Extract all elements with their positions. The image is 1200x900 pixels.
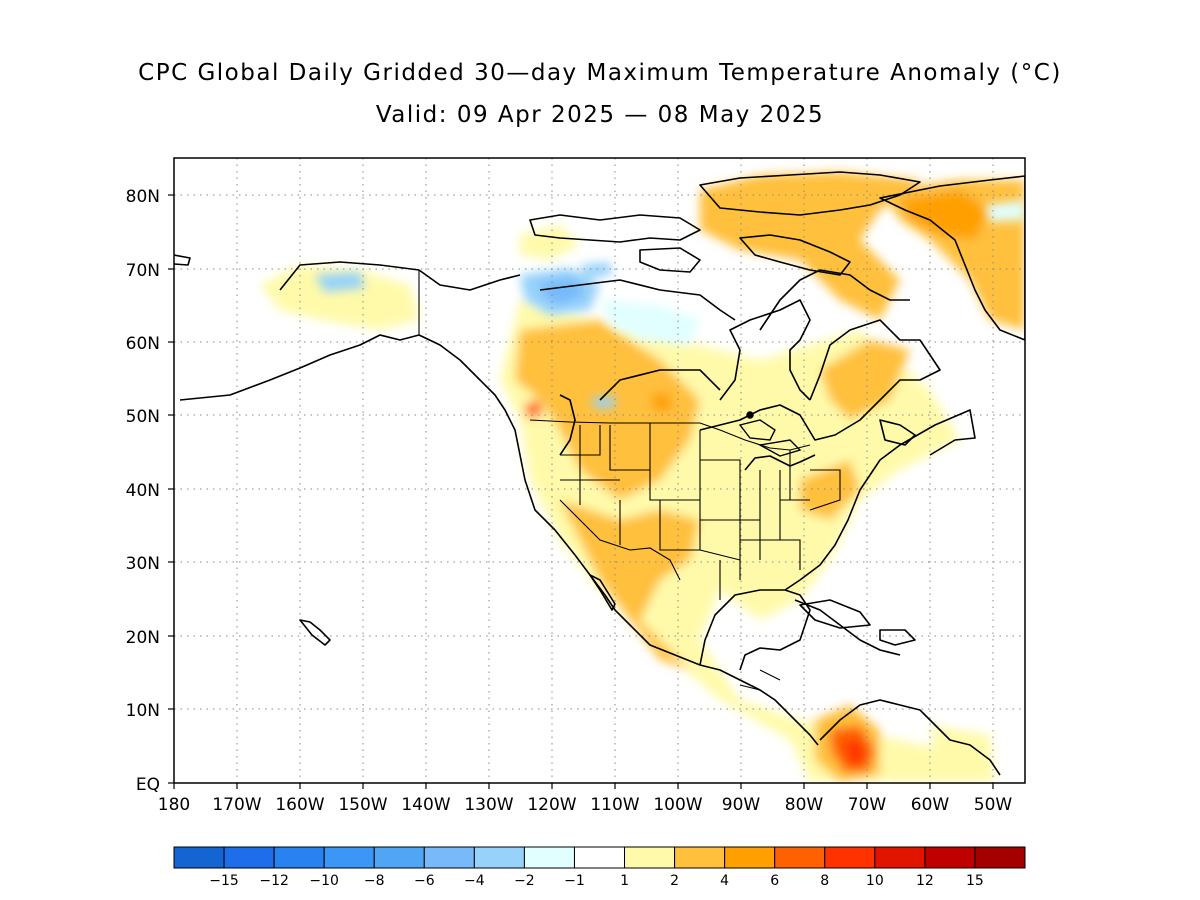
- colorbar-swatch: [273, 846, 325, 869]
- colorbar-label: 2: [670, 873, 679, 889]
- graticule: [174, 158, 1025, 783]
- lon-label: 50W: [974, 795, 1013, 815]
- colorbar-swatch: [373, 846, 425, 869]
- lat-label: 50N: [126, 407, 160, 427]
- colorbar-swatch: [724, 846, 776, 869]
- lon-label: 140W: [401, 795, 450, 815]
- lon-label: 160W: [275, 795, 324, 815]
- colorbar-swatch: [824, 846, 876, 869]
- cool-anomaly-shading: [315, 200, 1025, 408]
- lake-outlines: [738, 411, 802, 457]
- colorbar-swatch: [473, 846, 525, 869]
- colorbar-label: 10: [866, 873, 884, 889]
- map-area: [174, 158, 1025, 783]
- colorbar-swatch: [624, 846, 676, 869]
- lon-label: 120W: [527, 795, 576, 815]
- map-frame: [173, 157, 1026, 784]
- anomaly-shading: [260, 172, 1025, 782]
- colorbar: [173, 846, 1026, 869]
- axis-ticks: [168, 194, 994, 789]
- map-title: CPC Global Daily Gridded 30—day Maximum …: [138, 60, 1062, 86]
- lon-label: 70W: [848, 795, 887, 815]
- colorbar-swatch: [573, 846, 626, 869]
- colorbar-label: −8: [364, 873, 385, 889]
- lat-label: 60N: [126, 334, 160, 354]
- lon-label: 180: [158, 795, 190, 815]
- colorbar-label: −12: [259, 873, 289, 889]
- colorbar-labels: −15 −12 −10 −8 −6 −4 −2 −1 1 2 4 6 8 10 12 15: [209, 873, 984, 889]
- colorbar-swatch: [974, 846, 1026, 869]
- political-boundaries: [418, 270, 841, 701]
- colorbar-swatch: [223, 846, 275, 869]
- colorbar-label: 4: [720, 873, 729, 889]
- colorbar-swatch: [323, 846, 375, 869]
- colorbar-label: 15: [966, 873, 984, 889]
- colorbar-swatch: [173, 846, 225, 869]
- colorbar-label: −2: [514, 873, 535, 889]
- colorbar-label: −6: [414, 873, 435, 889]
- latitude-labels: EQ 10N 20N 30N 40N 50N 60N 70N 80N: [126, 187, 160, 795]
- lon-label: 60W: [911, 795, 950, 815]
- colorbar-swatch: [874, 846, 926, 869]
- lon-label: 110W: [590, 795, 639, 815]
- colorbar-swatch: [523, 846, 575, 869]
- colorbar-label: −1: [564, 873, 585, 889]
- map-subtitle: Valid: 09 Apr 2025 — 08 May 2025: [375, 102, 825, 128]
- colorbar-label: 8: [820, 873, 829, 889]
- colorbar-label: 1: [620, 873, 629, 889]
- lon-label: 100W: [653, 795, 702, 815]
- colorbar-label: −10: [309, 873, 339, 889]
- lat-label: 40N: [126, 481, 160, 501]
- colorbar-label: 6: [770, 873, 779, 889]
- colorbar-swatch: [423, 846, 475, 869]
- colorbar-label: −15: [209, 873, 239, 889]
- lat-label: 70N: [126, 261, 160, 281]
- colorbar-label: −4: [464, 873, 485, 889]
- lon-label: 150W: [338, 795, 387, 815]
- colorbar-swatch: [924, 846, 976, 869]
- colorbar-label: 12: [916, 873, 934, 889]
- lat-label: EQ: [136, 775, 160, 795]
- colorbar-swatch: [674, 846, 726, 869]
- lat-label: 10N: [126, 701, 160, 721]
- coastlines: [174, 171, 1025, 776]
- lon-label: 130W: [464, 795, 513, 815]
- lat-label: 80N: [126, 187, 160, 207]
- lon-label: 90W: [722, 795, 761, 815]
- lon-label: 80W: [785, 795, 824, 815]
- lat-label: 30N: [126, 554, 160, 574]
- lon-label: 170W: [212, 795, 261, 815]
- colorbar-swatch: [774, 846, 826, 869]
- longitude-labels: 180 170W 160W 150W 140W 130W 120W 110W 1…: [158, 795, 1013, 815]
- lat-label: 20N: [126, 628, 160, 648]
